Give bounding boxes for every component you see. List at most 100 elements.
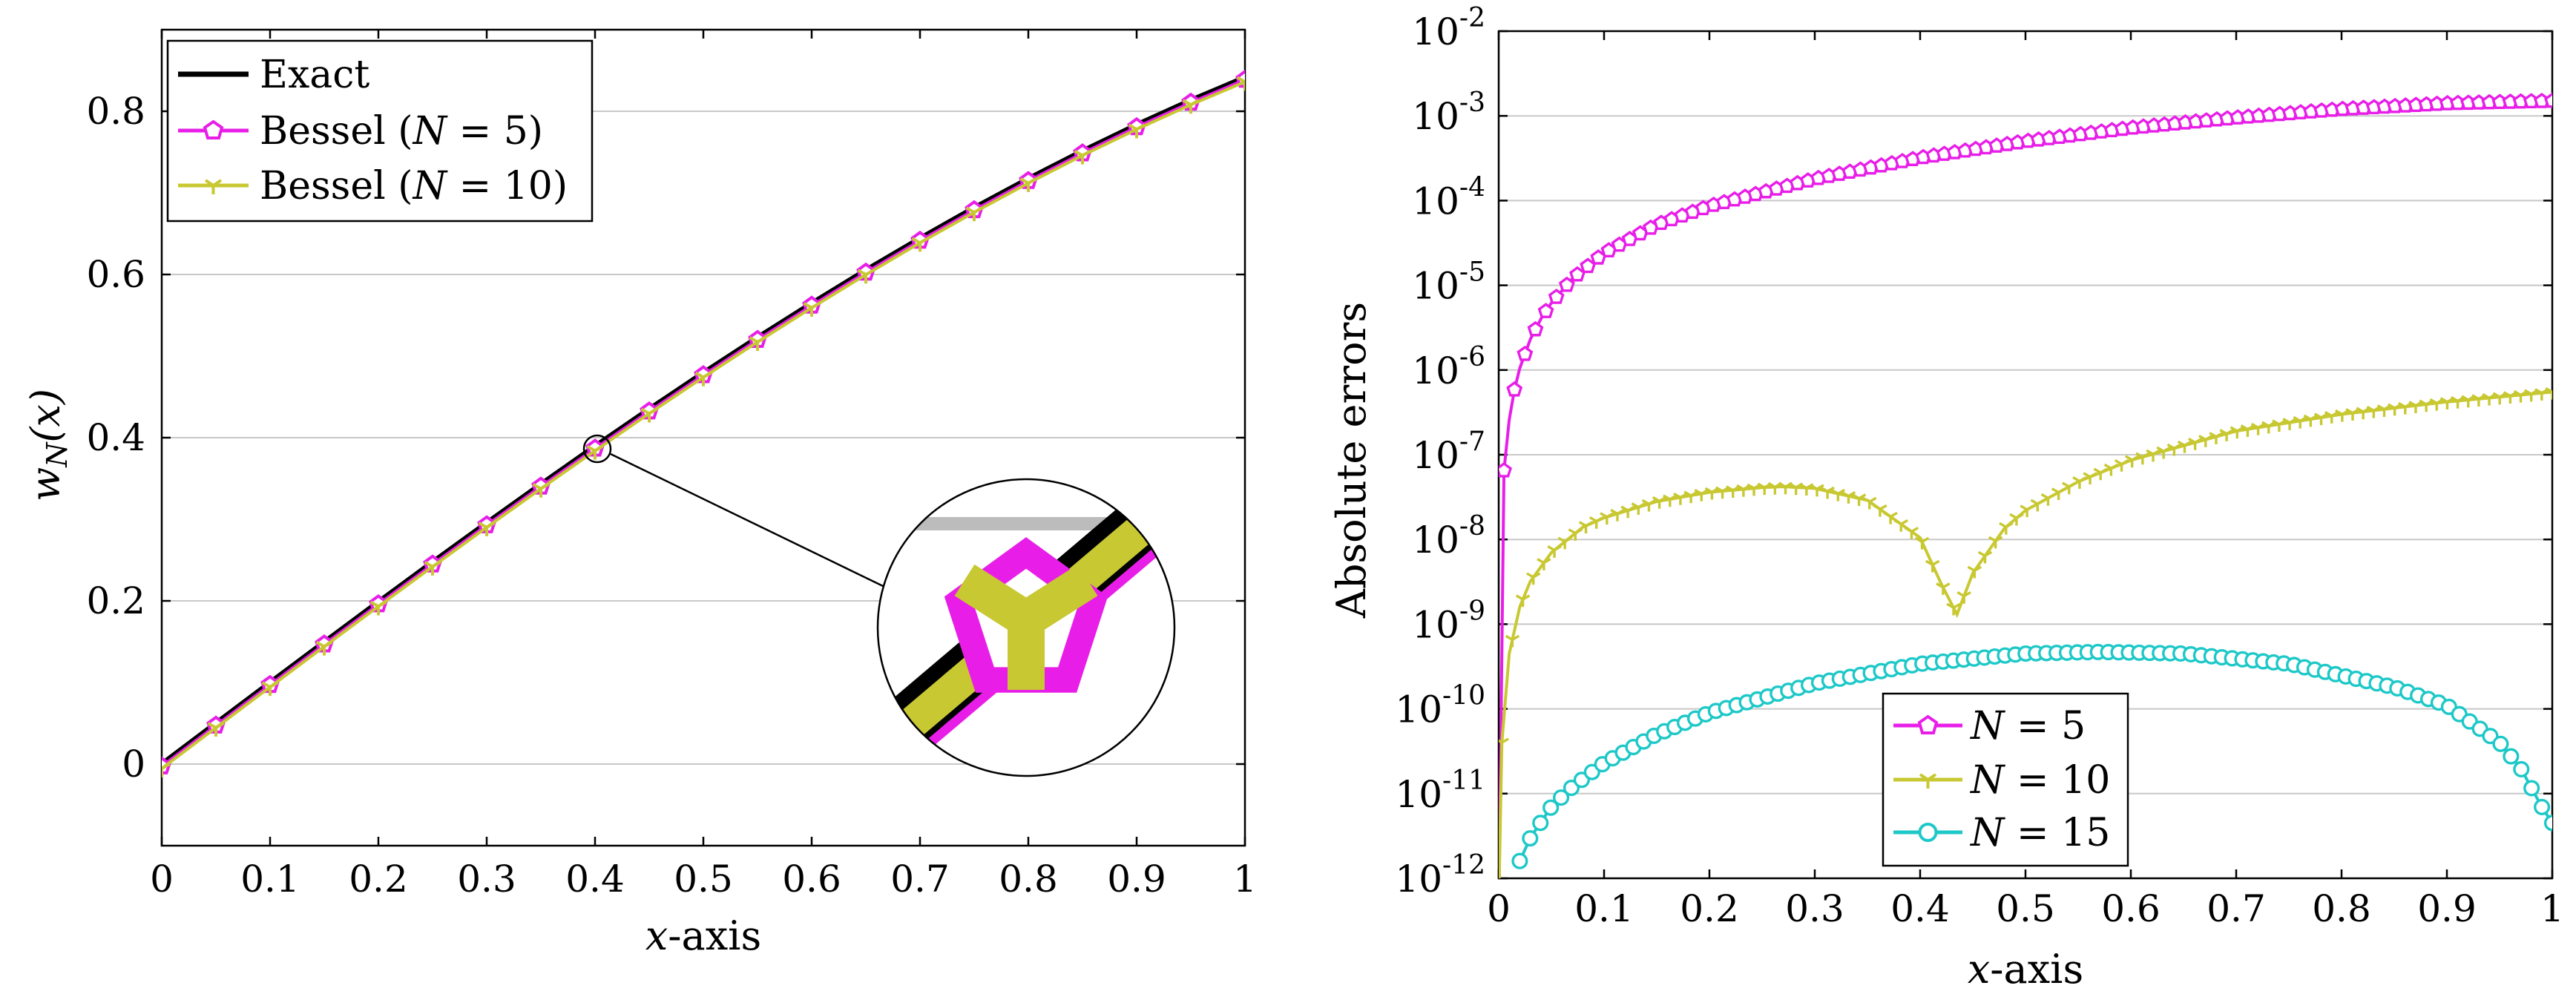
data-point — [1522, 830, 1539, 847]
right-y-tick-label: 10-8 — [1412, 511, 1485, 562]
data-point — [162, 763, 171, 777]
data-point — [1956, 590, 1971, 604]
data-point — [1851, 493, 1867, 507]
data-point — [1542, 799, 1560, 816]
data-point — [2103, 463, 2119, 476]
right-y-tick-base: 10 — [1412, 519, 1459, 562]
legend-label-n5: N = 5 — [1969, 704, 2086, 748]
data-point — [2209, 432, 2224, 444]
data-point — [1547, 545, 1562, 558]
legend-label-bessel-10: Bessel (N = 10) — [260, 164, 568, 208]
left-y-tick-label: 0.2 — [86, 579, 145, 622]
left-y-axis-label-sub: N — [41, 441, 73, 468]
right-y-tick-label: 10-9 — [1412, 596, 1485, 646]
data-point — [1537, 558, 1551, 570]
right-x-axis-label-rest: -axis — [1990, 946, 2083, 993]
data-point — [2114, 458, 2129, 472]
data-point — [1925, 559, 1940, 573]
left-x-tick-label: 0.4 — [565, 858, 625, 901]
data-point — [2513, 760, 2530, 778]
right-x-tick-label: 0.3 — [1785, 887, 1844, 930]
data-point — [1557, 536, 1572, 550]
data-point — [1499, 737, 1509, 751]
data-point — [1873, 504, 1887, 517]
right-y-tick-exponent: -7 — [1459, 427, 1485, 457]
data-point — [1506, 381, 1523, 397]
data-point — [749, 336, 766, 352]
data-point — [2534, 798, 2551, 815]
data-point — [1914, 536, 1930, 550]
right-x-tick-label: 0.5 — [1996, 887, 2055, 930]
right-y-tick-exponent: -3 — [1459, 88, 1485, 118]
data-point — [1967, 565, 1982, 579]
data-point — [803, 302, 821, 317]
data-point — [207, 722, 225, 737]
left-y-tick-label: 0.6 — [86, 253, 145, 296]
data-point — [369, 600, 387, 616]
right-y-tick-exponent: -6 — [1459, 342, 1485, 372]
left-chart: 0 0.1 0.2 0.3 0.4 0.5 0.6 0.7 0.8 0.9 1 0 0.2 0.4 0.6… — [22, 28, 1257, 959]
data-point — [2544, 92, 2552, 108]
legend-marker-n15 — [1918, 823, 1938, 842]
data-point — [1631, 502, 1646, 515]
data-point — [2051, 487, 2066, 500]
data-point — [2040, 493, 2056, 506]
left-y-axis-label-arg: (x) — [22, 389, 69, 443]
legend-item-bessel-5: Bessel (N = 5) — [178, 109, 543, 154]
right-y-tick-label: 10-6 — [1412, 342, 1485, 392]
data-point — [315, 640, 333, 656]
right-y-ticks: 10-210-310-410-510-610-710-810-910-1010-… — [1395, 3, 2552, 901]
legend-label-n5-post: = 5 — [2005, 704, 2086, 748]
data-point — [1620, 505, 1635, 519]
data-point — [1810, 484, 1824, 497]
right-y-tick-exponent: -9 — [1459, 596, 1485, 626]
data-point — [1893, 519, 1908, 532]
right-y-tick-label: 10-4 — [1412, 172, 1485, 223]
data-point — [1820, 486, 1835, 499]
zoom-connector-line — [610, 453, 884, 588]
data-point — [1600, 512, 1614, 525]
right-y-tick-exponent: -11 — [1442, 766, 1485, 796]
data-point — [1499, 461, 1512, 478]
left-x-tick-label: 0.8 — [999, 858, 1058, 901]
legend-label-exact: Exact — [260, 53, 369, 97]
legend-label-n10-post: = 10 — [2005, 758, 2111, 803]
data-point — [1182, 99, 1200, 114]
right-y-tick-base: 10 — [1412, 10, 1459, 53]
data-point — [1757, 482, 1772, 496]
data-point — [965, 206, 983, 222]
right-x-tick-label: 0.9 — [2417, 887, 2477, 930]
left-x-axis-label-rest: -axis — [668, 912, 761, 959]
data-point — [1977, 550, 1993, 564]
data-point — [1936, 582, 1951, 595]
right-y-tick-label: 10-12 — [1395, 850, 1485, 901]
data-point — [2523, 780, 2540, 797]
right-y-tick-label: 10-11 — [1395, 766, 1485, 816]
data-point — [1074, 149, 1091, 165]
data-point — [1527, 320, 1544, 337]
legend-item-n10: N = 10 — [1893, 758, 2110, 803]
legend-marker-n10 — [1919, 773, 1937, 789]
data-point — [2219, 429, 2234, 441]
data-point — [2177, 440, 2192, 453]
data-point — [1663, 494, 1678, 507]
right-y-tick-base: 10 — [1395, 688, 1442, 731]
data-point — [1999, 521, 2014, 535]
right-y-tick-base: 10 — [1412, 349, 1459, 392]
left-legend: Exact Bessel (N = 5) Bessel (N = 10) — [166, 39, 594, 223]
right-y-tick-exponent: -2 — [1459, 3, 1485, 33]
data-point — [1904, 526, 1919, 539]
right-y-tick-label: 10-7 — [1412, 427, 1485, 477]
left-series — [162, 69, 1245, 777]
data-point — [857, 269, 875, 284]
left-y-tick-label: 0.8 — [86, 90, 145, 133]
right-y-tick-exponent: -12 — [1442, 850, 1485, 881]
data-point — [1515, 594, 1531, 608]
left-x-tick-label: 0.2 — [349, 858, 408, 901]
data-point — [1563, 780, 1580, 797]
right-y-tick-exponent: -10 — [1442, 681, 1485, 711]
data-point — [1946, 602, 1961, 616]
legend-item-bessel-10: Bessel (N = 10) — [178, 164, 568, 208]
data-point — [1019, 177, 1037, 192]
